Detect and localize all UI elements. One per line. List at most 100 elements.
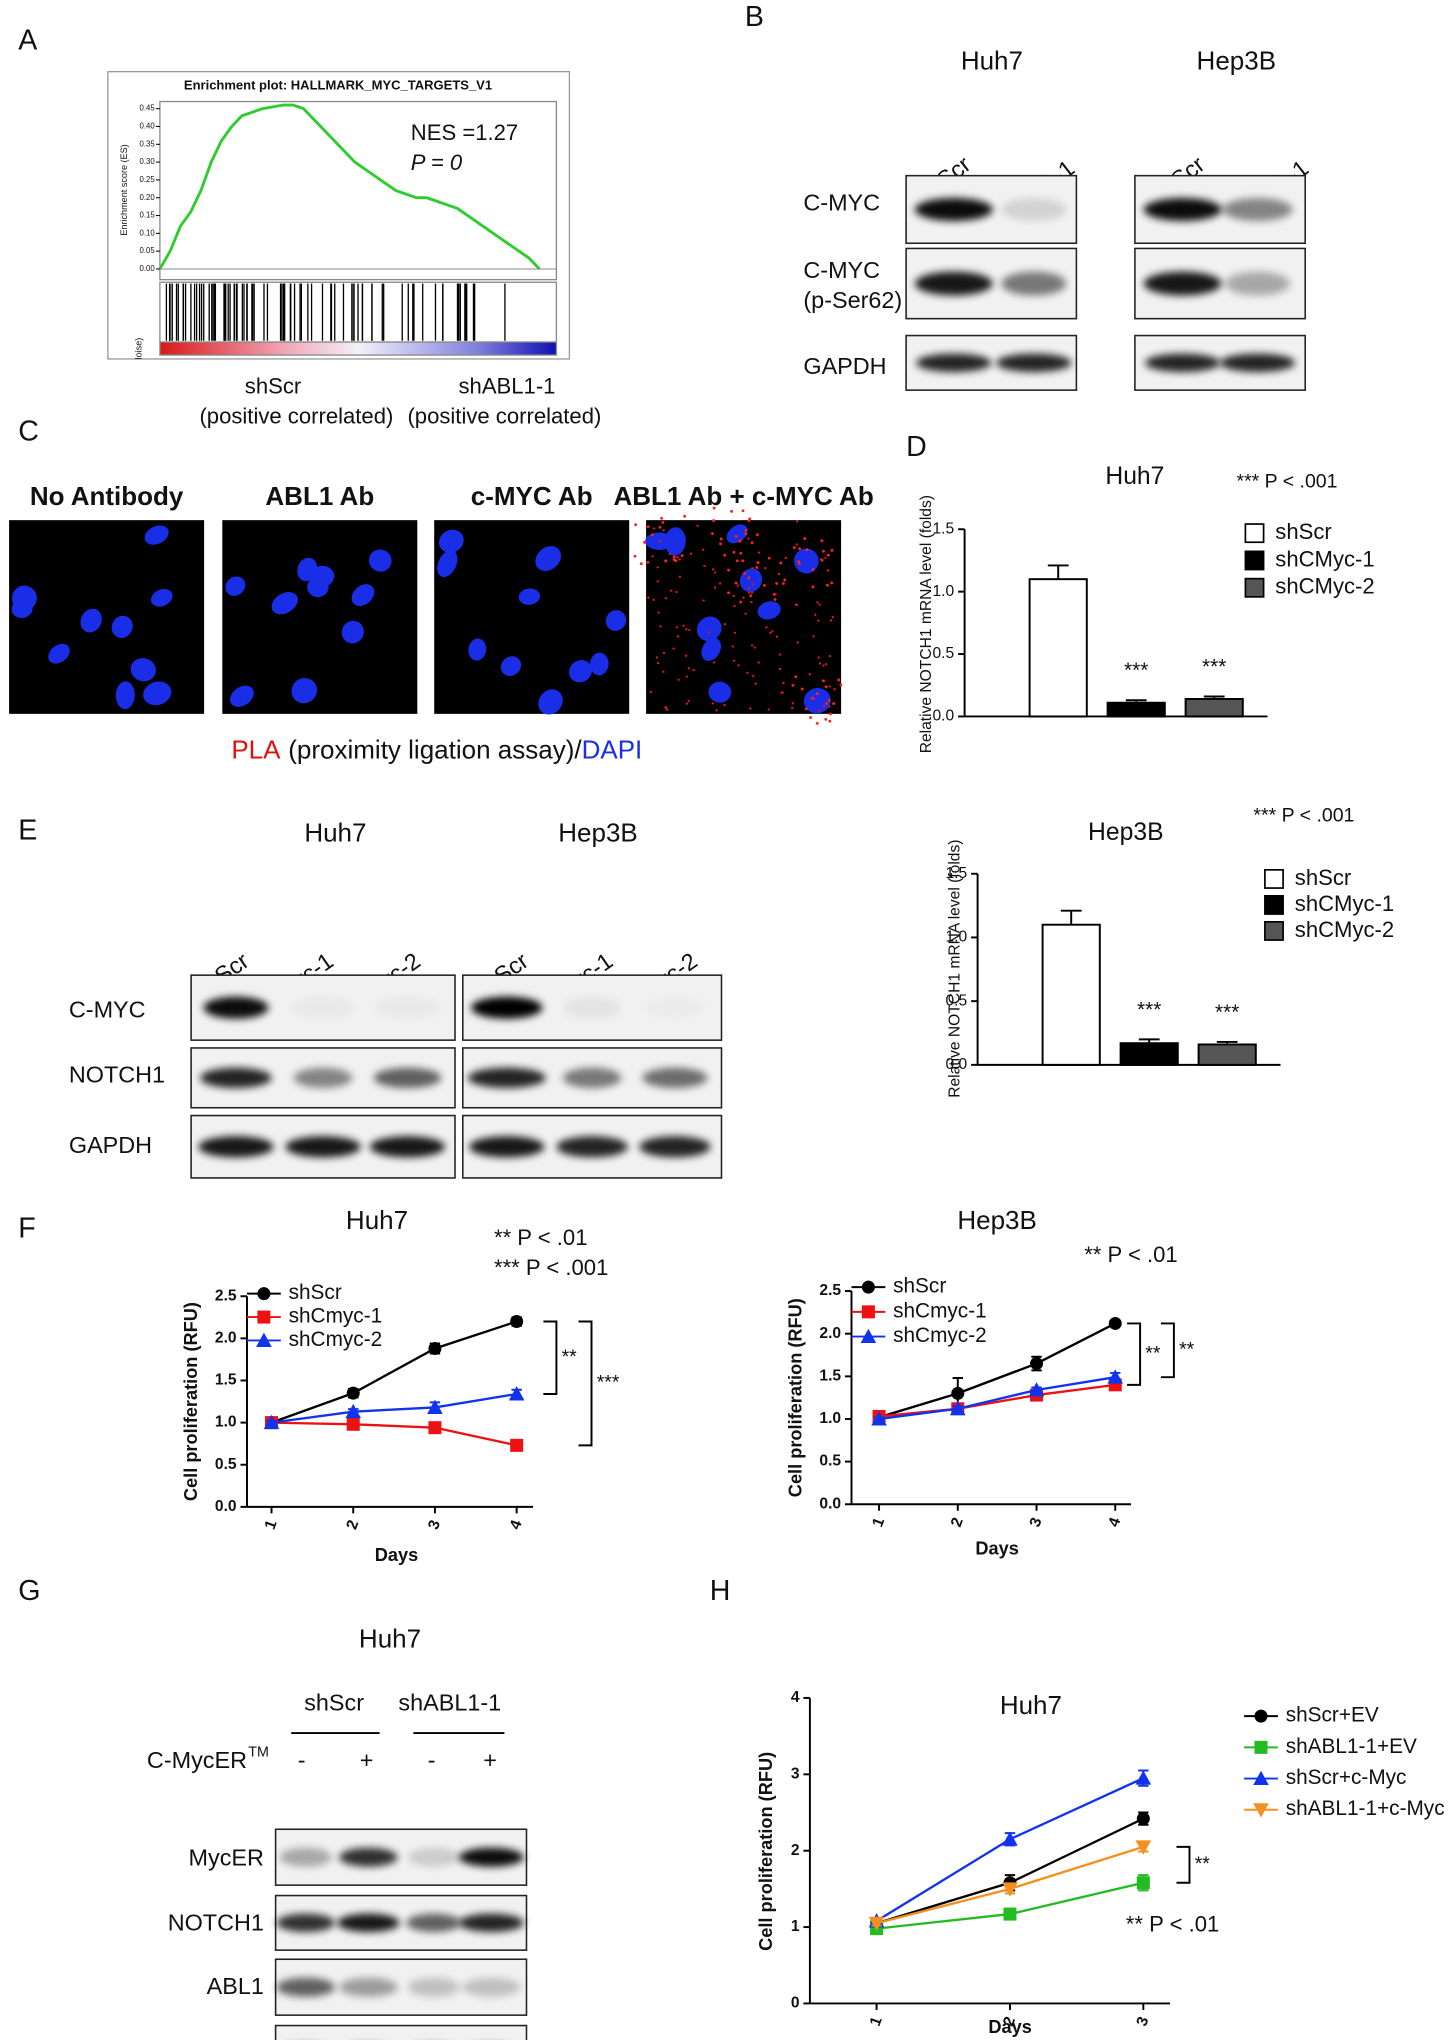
y-tick-label: 0.25 [140,175,156,184]
nucleus [144,525,169,545]
pla-dot [767,556,771,560]
cell-line: Huh7 [961,45,1023,75]
nucleus [701,637,722,661]
pla-dot [658,525,662,529]
pla-dot [795,520,799,523]
pla-dot [749,594,753,598]
pla-dot [825,663,828,666]
pla-dot [639,562,643,566]
significance-note: *** P < .001 [1253,805,1354,827]
pla-dot [653,527,656,530]
pla-dot [771,630,774,633]
pla-dot [800,687,804,691]
panel-label: E [18,815,37,847]
marker [510,1315,524,1329]
pla-dot [740,538,743,542]
pla-dot [661,520,665,524]
band [373,1067,442,1089]
pla-dot [702,548,705,551]
bracket-label: ** [1195,1853,1211,1875]
band [203,996,269,1019]
marker [1028,1382,1045,1397]
pla-dot [751,567,754,570]
group-note: (positive correlated) [199,403,393,428]
group-label: shScr [304,1690,364,1716]
caption-part: (proximity ligation assay)/ [288,734,582,764]
chart-title: Huh7 [1105,463,1164,490]
bar [1041,923,1101,1066]
pla-dot [633,554,637,558]
band [916,353,992,373]
bracket-label: ** [1145,1342,1161,1364]
pla-dot [683,514,687,518]
row-label: C-MYC [69,997,146,1023]
row-label: NOTCH1 [69,1062,165,1088]
nucleus [291,678,318,704]
pla-dot [672,647,675,650]
band [337,1913,400,1933]
nucleus [569,660,593,683]
band [407,1977,460,1997]
marker [1107,1369,1124,1384]
band [375,997,440,1019]
nucleus [664,527,686,556]
series-line [271,1392,517,1424]
nucleus [143,681,172,706]
es-curve [158,103,541,270]
legend-label: shCMyc-1 [1295,891,1394,916]
pla-dot [657,611,660,614]
x-tick-label: 3 [1134,2014,1153,2028]
pla-dot [660,516,664,520]
pla-dot [655,656,659,659]
pla-dot [795,603,799,607]
nucleus [111,615,133,638]
y-axis-label: Enrichment score (ES) [119,144,129,235]
pla-dot [664,707,667,710]
x-tick-label: 1 [869,1515,888,1529]
pla-dot [711,702,714,705]
row-label: C-MYC [803,189,880,215]
pla-dot [750,600,753,604]
bracket-label: ** [562,1346,578,1368]
pla-dot [713,586,717,589]
panel-label: F [18,1212,35,1244]
pla-dot [741,509,745,513]
pla-dot [765,626,768,629]
band [339,1977,398,1997]
pla-dot [817,619,820,622]
pla-dot [822,549,825,553]
error-bar [1060,909,1082,925]
pla-dot [817,656,820,659]
pla-dot [837,678,841,682]
bracket [1127,1322,1142,1386]
x-axis-label: Days [375,1545,418,1565]
pla-dot [829,712,833,716]
x-tick-label: 1 [867,2014,886,2028]
pla-dot [634,523,638,527]
bar [1184,698,1244,718]
chart-title: Hep3B [957,1205,1037,1235]
pla-dot [812,697,816,701]
y-tick-label: 1.5 [819,1367,841,1384]
band [285,1136,361,1158]
marker [508,1386,525,1401]
legend-label: shScr [289,1281,342,1304]
band [469,1136,545,1158]
legend-label: shABL1-1+c-Myc [1286,1797,1445,1820]
y-tick-label: 0.05 [140,246,156,255]
legend-label: shScr+EV [1286,1704,1379,1727]
bar [1119,1042,1179,1066]
pla-dot [646,525,650,529]
pla-dot [652,598,655,601]
nucleus [538,689,563,715]
nucleus [341,620,364,644]
pla-dot [676,635,680,638]
y-tick-label: 0.35 [140,139,156,148]
marker [861,1280,875,1294]
panel-label: H [710,1575,731,1607]
pla-dot [664,559,668,563]
pla-dot [659,539,662,543]
marker [428,1421,442,1435]
legend-label: shScr+c-Myc [1286,1766,1407,1789]
